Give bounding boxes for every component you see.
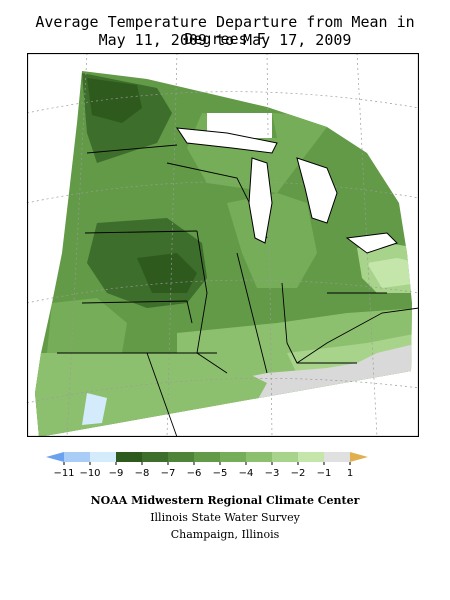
lake-huron [296,157,338,224]
legend-tick-label: −2 [291,468,306,479]
legend-tick-label: −1 [317,468,332,479]
legend-tick-label: −5 [213,468,228,479]
legend-tick-label: −8 [135,468,150,479]
legend-tick-label: −10 [79,468,100,479]
credit-location: Champaign, Illinois [170,528,280,541]
legend-tick-label: −9 [109,468,124,479]
lake-superior [175,127,278,154]
color-legend: −11 −10 −9 −8 −7 −6 −5 −4 −3 −2 −1 1 [46,452,368,479]
legend-swatch [298,452,324,462]
legend-swatch [168,452,194,462]
map-frame [27,53,419,437]
legend-arrow-low [46,452,64,462]
positive-departure-patch [82,393,107,425]
credit-isws: Illinois State Water Survey [150,511,300,524]
legend-arrow-high [350,452,368,462]
legend-swatch [220,452,246,462]
lake-erie [345,232,398,254]
legend-swatch [194,452,220,462]
temperature-departure-map [27,53,419,437]
legend-tick-label: −7 [161,468,176,479]
map-date-range: May 11, 2009 to May 17, 2009 [98,31,352,49]
legend-tick-label: 1 [347,468,353,479]
great-lakes [175,127,398,254]
legend-swatch [272,452,298,462]
graticule [27,53,419,437]
legend-swatch [64,452,90,462]
legend-tick-label: −11 [53,468,74,479]
legend-swatch [246,452,272,462]
legend-tick-label: −3 [265,468,280,479]
legend-tick-label: −4 [239,468,254,479]
legend-swatch [116,452,142,462]
legend-swatch [142,452,168,462]
credit-noaa: NOAA Midwestern Regional Climate Center [90,494,360,507]
lake-michigan [248,157,273,244]
map-title: Average Temperature Departure from Mean … [35,13,415,48]
legend-swatch [90,452,116,462]
legend-tick-label: −6 [187,468,202,479]
state-borders [57,144,419,437]
legend-swatch [324,452,350,462]
